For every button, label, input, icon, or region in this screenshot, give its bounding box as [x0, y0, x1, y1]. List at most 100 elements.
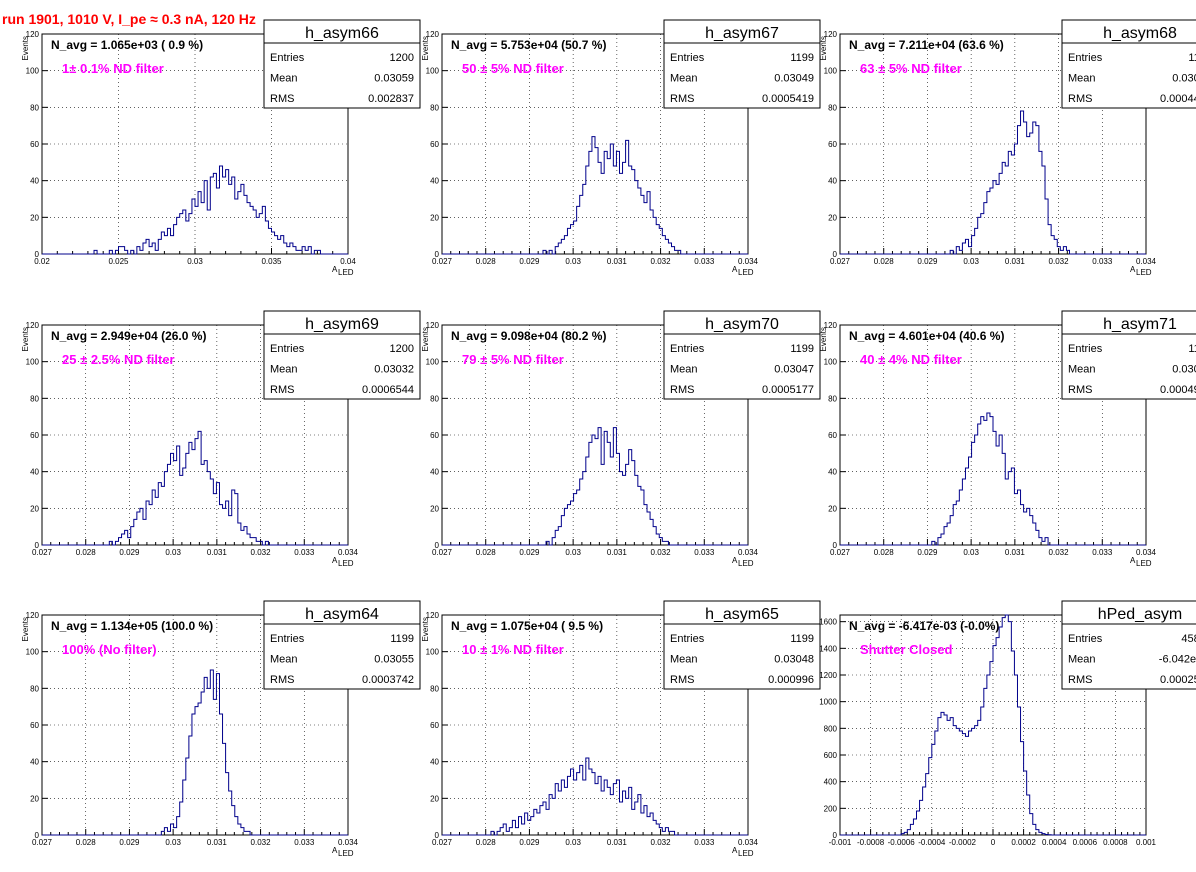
y-tick-label: 60	[430, 721, 439, 730]
y-tick-label: 20	[30, 504, 39, 513]
histogram-line	[442, 757, 748, 836]
y-tick-label: 40	[430, 177, 439, 186]
x-tick-label: -0.0006	[888, 838, 916, 847]
y-tick-label: 80	[430, 103, 439, 112]
stats-box	[263, 310, 421, 400]
stats-label: Mean	[670, 73, 698, 85]
x-tick-label: 0.027	[32, 548, 53, 557]
x-tick-label: 0.027	[830, 548, 851, 557]
stats-box	[1061, 600, 1196, 690]
stats-value-mean: 0.03049	[774, 73, 814, 85]
stats-box	[263, 600, 421, 690]
stats-value-entries: 45888	[1181, 633, 1196, 645]
y-tick-label: 0	[435, 250, 440, 259]
x-tick-label: 0.028	[874, 257, 895, 266]
stats-value-mean: 0.03058	[1172, 73, 1196, 85]
x-tick-label: 0.001	[1136, 838, 1157, 847]
stats-value-entries: 1199	[1188, 343, 1196, 355]
x-tick-label: 0.034	[738, 257, 759, 266]
x-tick-label: 0.035	[261, 257, 282, 266]
stats-value-mean: 0.03059	[374, 73, 414, 85]
stats-value-mean: 0.03055	[374, 654, 414, 666]
y-tick-label: 20	[828, 213, 837, 222]
x-tick-label: 0.028	[874, 548, 895, 557]
x-tick-label: 0.033	[294, 838, 315, 847]
y-tick-label: 0	[833, 250, 838, 259]
stats-value-rms: 0.0003742	[362, 674, 414, 686]
x-tick-label: 0.032	[651, 548, 672, 557]
stats-label: RMS	[270, 93, 294, 105]
stats-box	[663, 310, 821, 400]
y-tick-label: 600	[824, 751, 838, 760]
stats-label: Mean	[1068, 73, 1096, 85]
x-tick-label: 0.03	[963, 257, 979, 266]
y-tick-label: 40	[430, 758, 439, 767]
navg-label: N_avg = 9.098e+04 (80.2 %)	[451, 329, 606, 343]
x-tick-label: 0.033	[694, 548, 715, 557]
y-axis-title: Events	[421, 617, 430, 641]
y-tick-label: 100	[824, 67, 838, 76]
x-tick-label: 0.029	[119, 838, 140, 847]
x-axis-title: A	[732, 556, 738, 565]
stats-box	[663, 19, 821, 109]
x-tick-label: 0.032	[251, 548, 272, 557]
histogram-line	[42, 669, 348, 836]
y-tick-label: 1600	[819, 618, 837, 627]
y-axis-title: Events	[421, 36, 430, 60]
y-tick-label: 100	[26, 67, 40, 76]
filter-label: 50 ± 5% ND filter	[462, 61, 564, 76]
y-tick-label: 80	[30, 103, 39, 112]
x-tick-label: 0.029	[119, 548, 140, 557]
stats-label: Entries	[670, 52, 705, 64]
y-tick-label: 40	[828, 468, 837, 477]
stats-label: Entries	[670, 633, 705, 645]
stats-value-rms: 0.0005177	[762, 384, 814, 396]
histogram-line	[840, 614, 1146, 836]
histogram-line	[840, 412, 1146, 546]
navg-label: N_avg = 5.753e+04 (50.7 %)	[451, 38, 606, 52]
x-tick-label: 0.027	[32, 838, 53, 847]
x-axis-title-subscript: LED	[338, 849, 354, 858]
histogram-name: h_asym70	[705, 316, 779, 333]
y-tick-label: 0	[35, 831, 40, 840]
page-title: run 1901, 1010 V, I_pe ≈ 0.3 nA, 120 Hz	[2, 11, 256, 27]
y-tick-label: 20	[30, 213, 39, 222]
stats-value-rms: 0.0006544	[362, 384, 414, 396]
y-tick-label: 400	[824, 778, 838, 787]
stats-value-rms: 0.0004432	[1160, 93, 1196, 105]
histogram-name: h_asym67	[705, 25, 779, 42]
stats-value-mean: 0.03048	[774, 654, 814, 666]
x-axis-title: A	[332, 556, 338, 565]
filter-label: 63 ± 5% ND filter	[860, 61, 962, 76]
y-tick-label: 100	[26, 648, 40, 657]
x-tick-label: 0.032	[651, 838, 672, 847]
stats-label: Entries	[670, 343, 705, 355]
x-tick-label: 0.028	[76, 548, 97, 557]
x-tick-label: 0	[991, 838, 996, 847]
x-tick-label: -0.001	[829, 838, 852, 847]
y-tick-label: 40	[30, 177, 39, 186]
y-tick-label: 120	[26, 611, 40, 620]
y-tick-label: 80	[30, 684, 39, 693]
stats-label: Mean	[270, 654, 298, 666]
y-tick-label: 20	[430, 504, 439, 513]
stats-value-rms: 0.000996	[768, 674, 814, 686]
y-tick-label: 60	[828, 140, 837, 149]
x-tick-label: 0.027	[432, 548, 453, 557]
x-tick-label: 0.0008	[1103, 838, 1128, 847]
y-tick-label: 80	[430, 394, 439, 403]
y-tick-label: 0	[35, 541, 40, 550]
y-tick-label: 800	[824, 724, 838, 733]
navg-label: N_avg = 1.065e+03 ( 0.9 %)	[51, 38, 203, 52]
y-tick-label: 100	[426, 648, 440, 657]
x-tick-label: 0.033	[694, 838, 715, 847]
filter-label: 10 ± 1% ND filter	[462, 642, 564, 657]
x-tick-label: 0.04	[340, 257, 356, 266]
y-tick-label: 60	[430, 140, 439, 149]
x-tick-label: 0.033	[294, 548, 315, 557]
y-tick-label: 100	[426, 358, 440, 367]
y-tick-label: 120	[426, 30, 440, 39]
stats-value-entries: 1199	[390, 633, 414, 645]
x-tick-label: -0.0008	[857, 838, 885, 847]
y-tick-label: 120	[26, 321, 40, 330]
